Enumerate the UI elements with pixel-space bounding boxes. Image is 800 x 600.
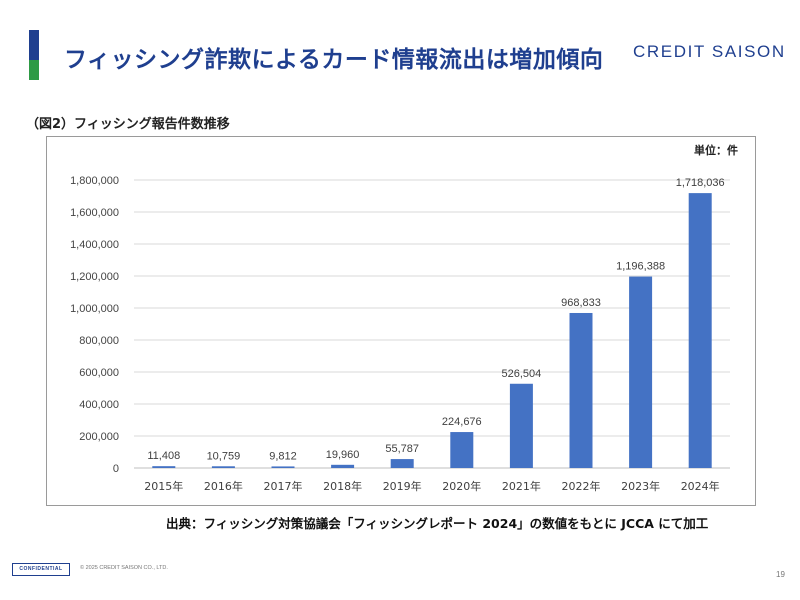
y-tick-label: 200,000 [79,431,119,443]
accent-bar-top [29,30,39,60]
y-tick-label: 1,200,000 [70,271,119,283]
x-tick-label: 2018年 [323,479,362,493]
x-tick-label: 2023年 [621,479,660,493]
x-tick-label: 2015年 [144,479,183,493]
title-accent-bar [29,30,39,80]
data-label: 1,718,036 [676,177,725,189]
x-tick-label: 2020年 [442,479,481,493]
data-label: 526,504 [502,368,542,380]
y-tick-label: 1,400,000 [70,239,119,251]
page-number: 19 [776,570,785,579]
data-label: 224,676 [442,416,482,428]
bar [569,312,593,468]
y-tick-label: 400,000 [79,399,119,411]
x-tick-label: 2019年 [383,479,422,493]
y-tick-label: 1,000,000 [70,303,119,315]
company-logo: CREDIT SAISON [633,42,786,61]
unit-label: 単位：件 [694,144,738,157]
copyright-text: © 2025 CREDIT SAISON CO., LTD. [80,565,168,571]
figure-caption: （図2）フィッシング報告件数推移 [26,117,230,132]
x-tick-label: 2021年 [502,479,541,493]
data-label: 1,196,388 [616,261,665,273]
y-tick-label: 600,000 [79,367,119,379]
bar [390,459,414,468]
y-tick-label: 800,000 [79,335,119,347]
y-tick-label: 1,800,000 [70,175,119,187]
x-tick-label: 2017年 [264,479,303,493]
x-tick-label: 2022年 [562,479,601,493]
bar [629,276,653,468]
accent-bar-bottom [29,60,39,80]
bar [331,464,355,468]
bar [211,466,235,468]
y-tick-label: 0 [113,463,119,475]
source-note: 出典：フィッシング対策協議会「フィッシングレポート 2024」の数値をもとに J… [166,516,709,531]
x-tick-label: 2016年 [204,479,243,493]
data-label: 9,812 [269,450,297,462]
confidential-badge: CONFIDENTIAL [12,563,70,576]
bar [152,466,176,468]
x-tick-label: 2024年 [681,479,720,493]
data-label: 968,833 [561,297,601,309]
data-label: 55,787 [385,443,419,455]
data-label: 10,759 [207,450,241,462]
data-label: 19,960 [326,449,360,461]
y-tick-label: 1,600,000 [70,207,119,219]
bar [271,466,295,468]
bar [509,383,533,468]
data-label: 11,408 [147,450,180,462]
slide-title: フィッシング詐欺によるカード情報流出は増加傾向 [64,47,604,73]
bar [450,432,474,468]
bar [688,193,712,468]
